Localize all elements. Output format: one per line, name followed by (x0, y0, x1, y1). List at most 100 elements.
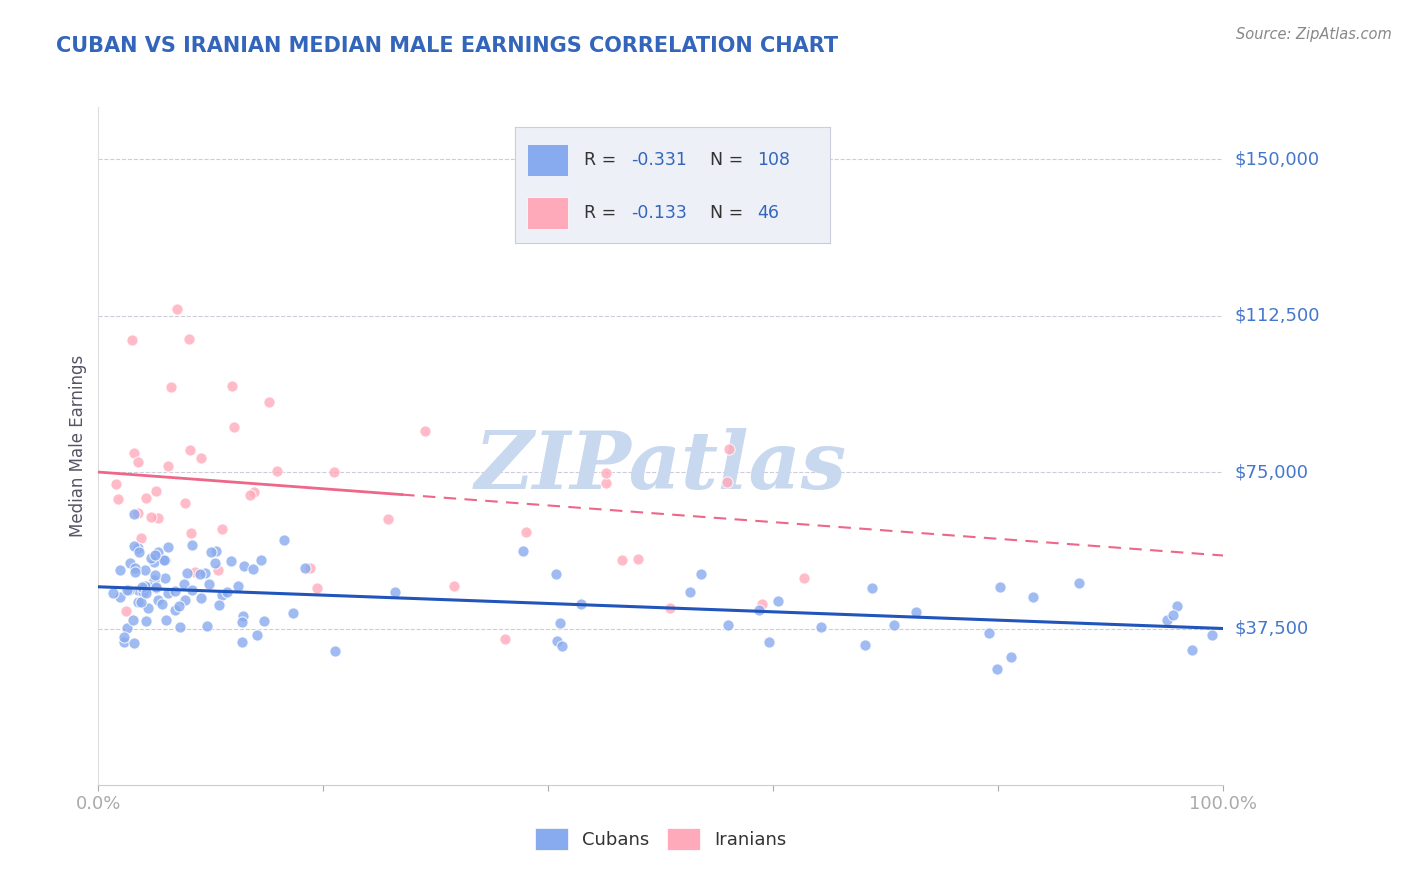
Point (129, 531, 152, 545)
Y-axis label: Median Male Earnings: Median Male Earnings (69, 355, 87, 537)
Point (546, 633, 568, 648)
Point (246, 628, 269, 642)
Text: $37,500: $37,500 (1234, 620, 1309, 638)
Point (117, 582, 139, 597)
Point (115, 621, 138, 635)
Point (231, 615, 253, 629)
Point (494, 632, 516, 646)
Point (180, 526, 202, 541)
Point (243, 485, 266, 500)
Point (515, 524, 537, 539)
Point (146, 545, 169, 559)
Point (200, 545, 222, 559)
Point (104, 476, 127, 491)
Point (180, 538, 202, 552)
Point (294, 561, 316, 575)
Point (323, 465, 346, 479)
Point (122, 636, 145, 650)
Point (155, 571, 177, 585)
Point (173, 592, 195, 607)
Point (122, 507, 145, 521)
Point (239, 488, 262, 502)
Point (979, 625, 1001, 640)
Point (253, 614, 276, 628)
Point (188, 566, 211, 581)
Point (443, 579, 465, 593)
Point (160, 380, 183, 394)
Point (118, 556, 141, 570)
Point (124, 560, 146, 574)
Point (266, 464, 288, 478)
Point (173, 496, 195, 510)
Point (139, 580, 162, 594)
Point (101, 585, 124, 599)
Point (145, 581, 167, 595)
Point (204, 556, 226, 570)
Point (718, 442, 741, 457)
Point (627, 552, 650, 566)
Point (208, 598, 231, 612)
Point (1201, 628, 1223, 642)
Point (152, 553, 174, 567)
Point (413, 425, 436, 439)
Point (222, 419, 245, 434)
Point (690, 566, 713, 581)
Point (299, 561, 322, 575)
Point (127, 541, 149, 556)
Point (377, 511, 399, 525)
Point (156, 585, 179, 599)
Point (748, 603, 770, 617)
Point (305, 581, 328, 595)
Point (716, 475, 738, 489)
Point (860, 581, 883, 595)
Point (810, 620, 832, 634)
Text: $75,000: $75,000 (1234, 463, 1309, 481)
Point (138, 601, 160, 615)
Point (134, 614, 156, 628)
Point (751, 597, 773, 611)
Point (1181, 643, 1204, 657)
Point (127, 595, 149, 609)
Point (905, 605, 928, 619)
Point (242, 562, 264, 576)
Point (169, 620, 191, 634)
Point (219, 554, 242, 568)
Point (883, 617, 905, 632)
Point (221, 379, 243, 393)
Point (134, 563, 156, 577)
Point (150, 597, 173, 611)
Point (141, 551, 163, 566)
Text: CUBAN VS IRANIAN MEDIAN MALE EARNINGS CORRELATION CHART: CUBAN VS IRANIAN MEDIAN MALE EARNINGS CO… (56, 36, 838, 55)
Text: $150,000: $150,000 (1234, 150, 1319, 169)
Point (1022, 590, 1045, 604)
Point (758, 635, 780, 649)
Point (207, 563, 229, 577)
Point (1000, 650, 1022, 665)
Point (204, 544, 226, 558)
Point (142, 573, 165, 587)
Point (122, 539, 145, 553)
Point (323, 643, 346, 657)
Point (551, 639, 574, 653)
Point (127, 455, 149, 469)
Point (179, 442, 201, 457)
Legend: Cubans, Iranians: Cubans, Iranians (527, 821, 794, 857)
Point (142, 556, 165, 570)
Point (110, 563, 132, 577)
Point (135, 585, 157, 599)
Point (155, 613, 177, 627)
Point (211, 588, 233, 602)
Point (281, 606, 304, 620)
Point (595, 476, 617, 491)
Text: Source: ZipAtlas.com: Source: ZipAtlas.com (1236, 27, 1392, 42)
Point (155, 553, 177, 567)
Text: ZIPatlas: ZIPatlas (475, 427, 846, 505)
Point (194, 566, 217, 581)
Point (132, 584, 155, 599)
Point (195, 619, 218, 633)
Point (157, 458, 180, 473)
Point (176, 566, 198, 581)
Point (232, 609, 254, 624)
Point (145, 484, 167, 499)
Point (166, 301, 188, 316)
